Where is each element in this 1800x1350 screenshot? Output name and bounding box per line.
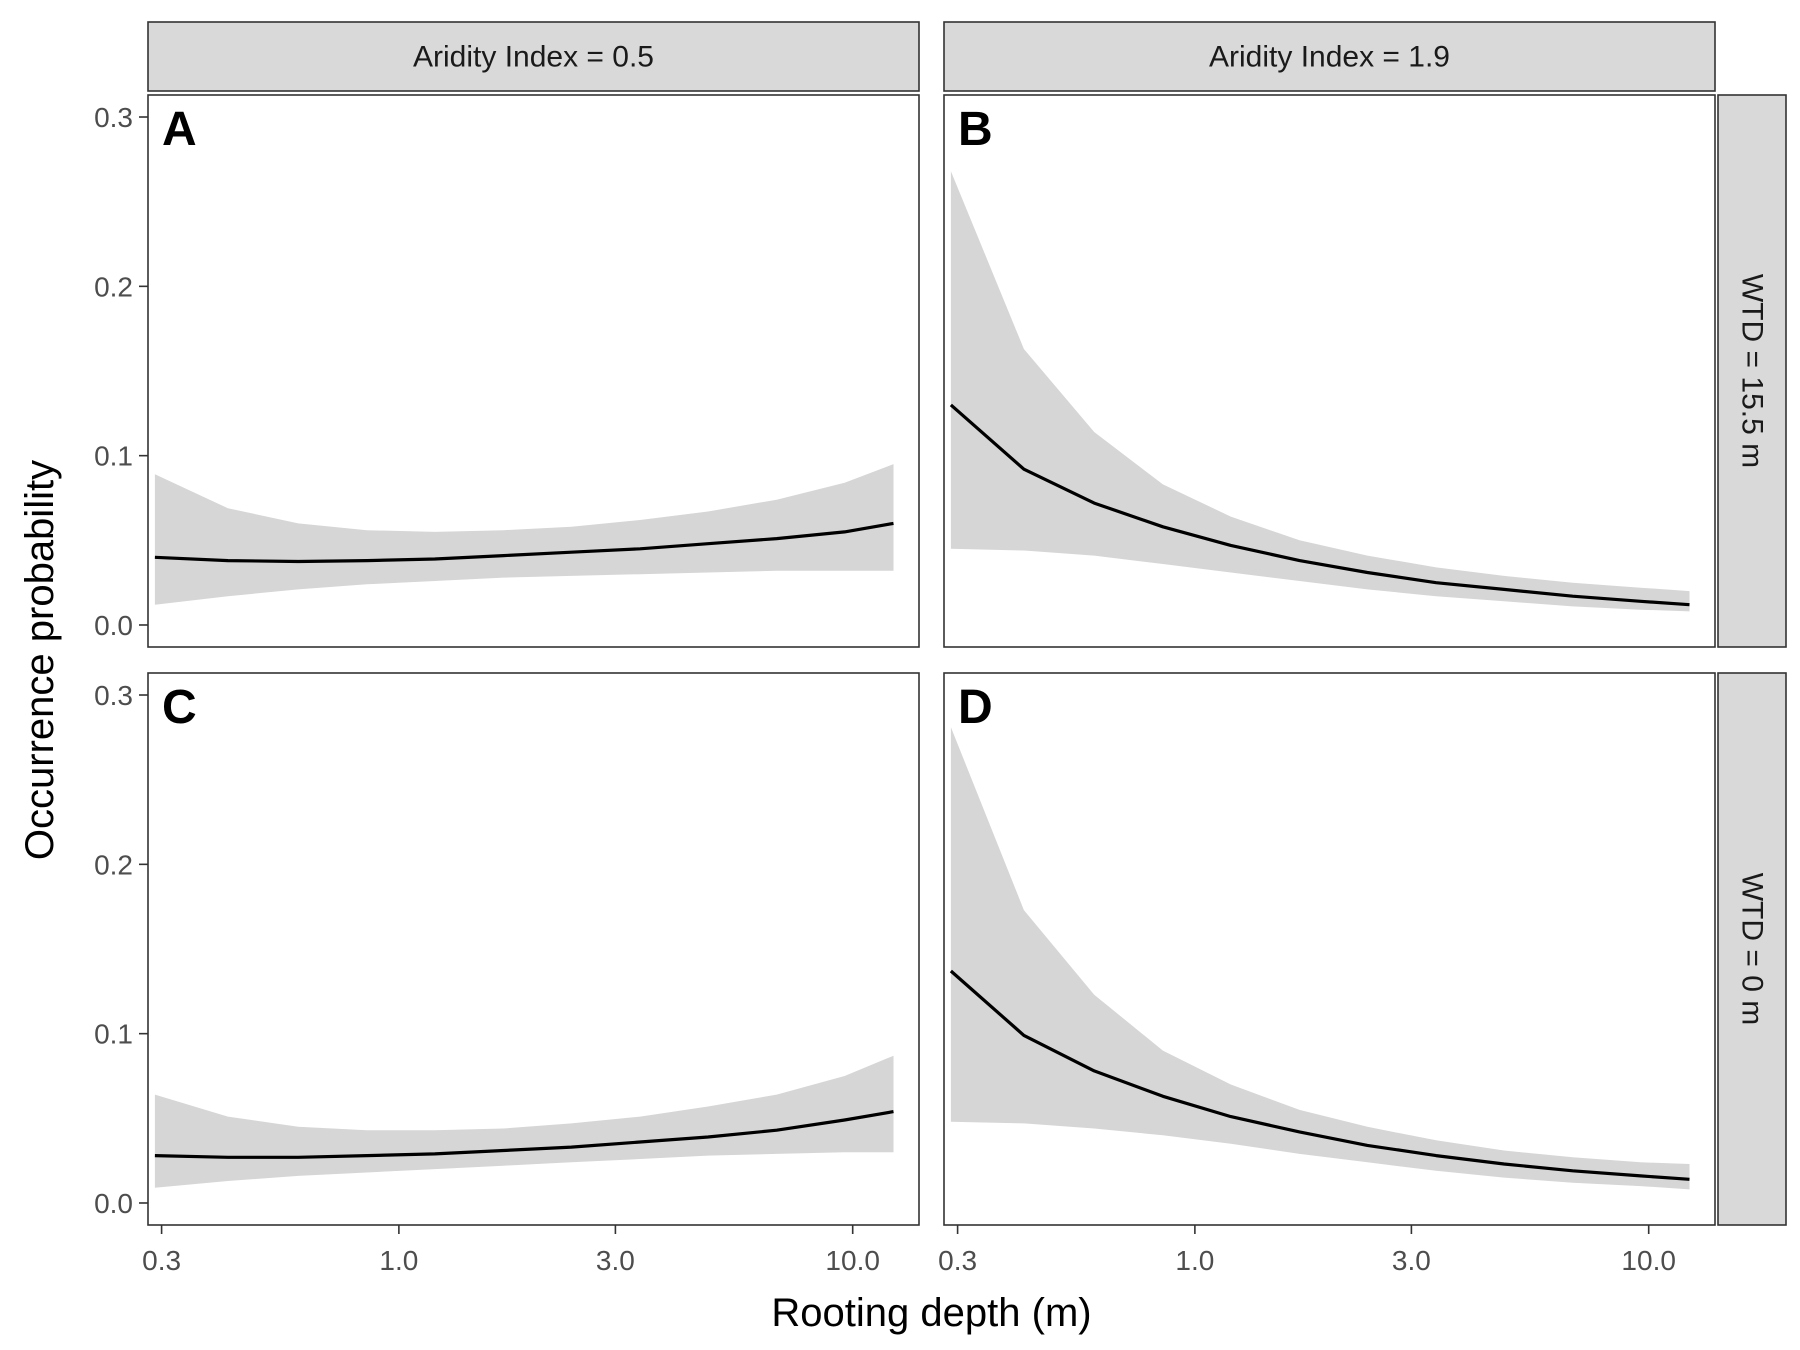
row-strip-label-1: WTD = 15.5 m — [1736, 274, 1769, 468]
panel-border-b — [943, 94, 1716, 648]
panel-d: D — [943, 672, 1716, 1226]
x-tick-label: 3.0 — [596, 1245, 635, 1276]
y-tick-label: 0.0 — [94, 1188, 133, 1219]
y-tick-label: 0.0 — [94, 610, 133, 641]
strips-layer: Aridity Index = 0.5 Aridity Index = 1.9 WT… — [147, 21, 1787, 1226]
panel-border-a — [147, 94, 920, 648]
column-strip-label-2: Aridity Index = 1.9 — [1209, 41, 1450, 74]
panel-border-d — [943, 672, 1716, 1226]
x-axis-title: Rooting depth (m) — [771, 1291, 1091, 1335]
panel-label-a: A — [162, 103, 197, 156]
confidence-ribbon-d — [950, 727, 1690, 1190]
axes-layer: 0.0 0.1 0.2 0.3 0.0 0.1 0.2 0.3 0.3 1.0 3.0 10.0 0.3… — [94, 102, 1676, 1276]
column-strip-2 — [943, 21, 1716, 92]
x-tick-label: 10.0 — [825, 1245, 880, 1276]
confidence-ribbon-b — [950, 171, 1690, 612]
y-tick-label: 0.3 — [94, 102, 133, 133]
y-axis-title: Occurrence probability — [18, 460, 62, 860]
x-tick-label: 0.3 — [938, 1245, 977, 1276]
x-tick-label: 1.0 — [379, 1245, 418, 1276]
panel-border-c — [147, 672, 920, 1226]
y-tick-label: 0.2 — [94, 271, 133, 302]
x-tick-label: 0.3 — [142, 1245, 181, 1276]
x-tick-label: 3.0 — [1392, 1245, 1431, 1276]
row-strip-label-2: WTD = 0 m — [1736, 873, 1769, 1026]
y-tick-label: 0.3 — [94, 680, 133, 711]
panel-label-d: D — [958, 681, 993, 734]
y-tick-label: 0.1 — [94, 1019, 133, 1050]
panels-layer: A B C D — [147, 94, 1716, 1226]
column-strip-label-1: Aridity Index = 0.5 — [413, 41, 654, 74]
panel-b: B — [943, 94, 1716, 648]
x-tick-label: 1.0 — [1175, 1245, 1214, 1276]
fitted-line-b — [949, 403, 1690, 607]
fitted-line-c — [154, 1110, 894, 1159]
fitted-line-a — [154, 521, 894, 564]
panel-a: A — [147, 94, 920, 648]
confidence-ribbon-c — [154, 1055, 894, 1188]
confidence-ribbon-a — [154, 464, 894, 605]
fitted-line-d — [949, 969, 1690, 1181]
panel-label-b: B — [958, 103, 993, 156]
row-strip-2 — [1717, 672, 1787, 1226]
row-strip-1 — [1717, 94, 1787, 648]
column-strip-1 — [147, 21, 920, 92]
x-tick-label: 10.0 — [1621, 1245, 1676, 1276]
panel-c: C — [147, 672, 920, 1226]
y-tick-label: 0.2 — [94, 849, 133, 880]
panel-label-c: C — [162, 681, 197, 734]
y-tick-label: 0.1 — [94, 441, 133, 472]
